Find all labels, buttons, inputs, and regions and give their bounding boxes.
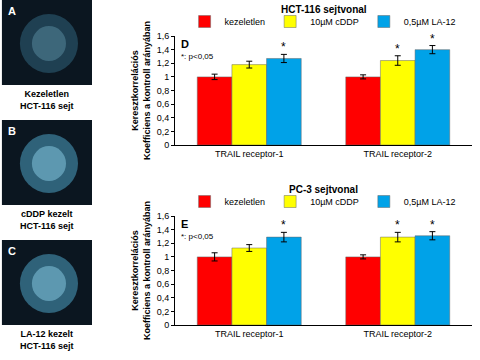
svg-text:0,4: 0,4 [157, 113, 170, 123]
svg-text:*: * [395, 42, 400, 56]
svg-text:0,8: 0,8 [157, 86, 170, 96]
svg-text:kezeletlen: kezeletlen [225, 17, 266, 27]
svg-text:KeresztkorrelációsKoefficiens: KeresztkorrelációsKoefficiens a kontroll… [130, 21, 152, 160]
svg-text:TRAIL receptor-2: TRAIL receptor-2 [363, 329, 432, 339]
svg-text:LA-12 kezeltHCT-116 sejt: LA-12 kezeltHCT-116 sejt [20, 329, 74, 351]
svg-text:0: 0 [164, 320, 169, 330]
svg-text:0,5µM LA-12: 0,5µM LA-12 [404, 17, 456, 27]
svg-text:KeresztkorrelációsKoefficiens: KeresztkorrelációsKoefficiens a kontroll… [130, 201, 152, 340]
svg-text:1,4: 1,4 [157, 45, 170, 55]
svg-text:1,2: 1,2 [157, 58, 170, 68]
svg-text:TRAIL receptor-2: TRAIL receptor-2 [363, 149, 432, 159]
svg-text:0,6: 0,6 [157, 279, 170, 289]
svg-text:0,2: 0,2 [157, 307, 170, 317]
svg-text:0,4: 0,4 [157, 293, 170, 303]
svg-text:*: p<0,05: *: p<0,05 [181, 52, 214, 61]
svg-text:TRAIL receptor-1: TRAIL receptor-1 [215, 329, 284, 339]
svg-text:C: C [8, 245, 16, 257]
svg-text:1: 1 [164, 72, 169, 82]
svg-text:0: 0 [164, 140, 169, 150]
svg-text:10µM cDDP: 10µM cDDP [310, 197, 359, 207]
svg-text:1: 1 [164, 252, 169, 262]
svg-text:B: B [8, 125, 16, 137]
svg-text:*: * [281, 218, 286, 232]
svg-text:kezeletlen: kezeletlen [225, 197, 266, 207]
svg-text:PC-3 sejtvonal: PC-3 sejtvonal [289, 184, 358, 195]
svg-text:1,2: 1,2 [157, 238, 170, 248]
svg-text:TRAIL receptor-1: TRAIL receptor-1 [215, 149, 284, 159]
svg-text:10µM cDDP: 10µM cDDP [310, 17, 359, 27]
svg-text:*: p<0,05: *: p<0,05 [181, 232, 214, 241]
svg-text:A: A [8, 5, 16, 17]
svg-text:0,8: 0,8 [157, 266, 170, 276]
svg-text:*: * [395, 218, 400, 232]
svg-text:D: D [181, 38, 189, 50]
svg-text:1,6: 1,6 [157, 31, 170, 41]
svg-text:0,5µM LA-12: 0,5µM LA-12 [404, 197, 456, 207]
svg-text:KezeletlenHCT-116 sejt: KezeletlenHCT-116 sejt [20, 89, 74, 111]
svg-text:HCT-116 sejtvonal: HCT-116 sejtvonal [281, 4, 367, 15]
svg-text:1,4: 1,4 [157, 225, 170, 235]
svg-text:*: * [430, 218, 435, 232]
svg-text:0,2: 0,2 [157, 127, 170, 137]
svg-text:*: * [281, 40, 286, 54]
svg-text:E: E [181, 218, 188, 230]
svg-text:0,6: 0,6 [157, 99, 170, 109]
svg-text:1,6: 1,6 [157, 211, 170, 221]
svg-text:*: * [430, 32, 435, 46]
svg-text:cDDP kezeltHCT-116 sejt: cDDP kezeltHCT-116 sejt [20, 209, 74, 231]
